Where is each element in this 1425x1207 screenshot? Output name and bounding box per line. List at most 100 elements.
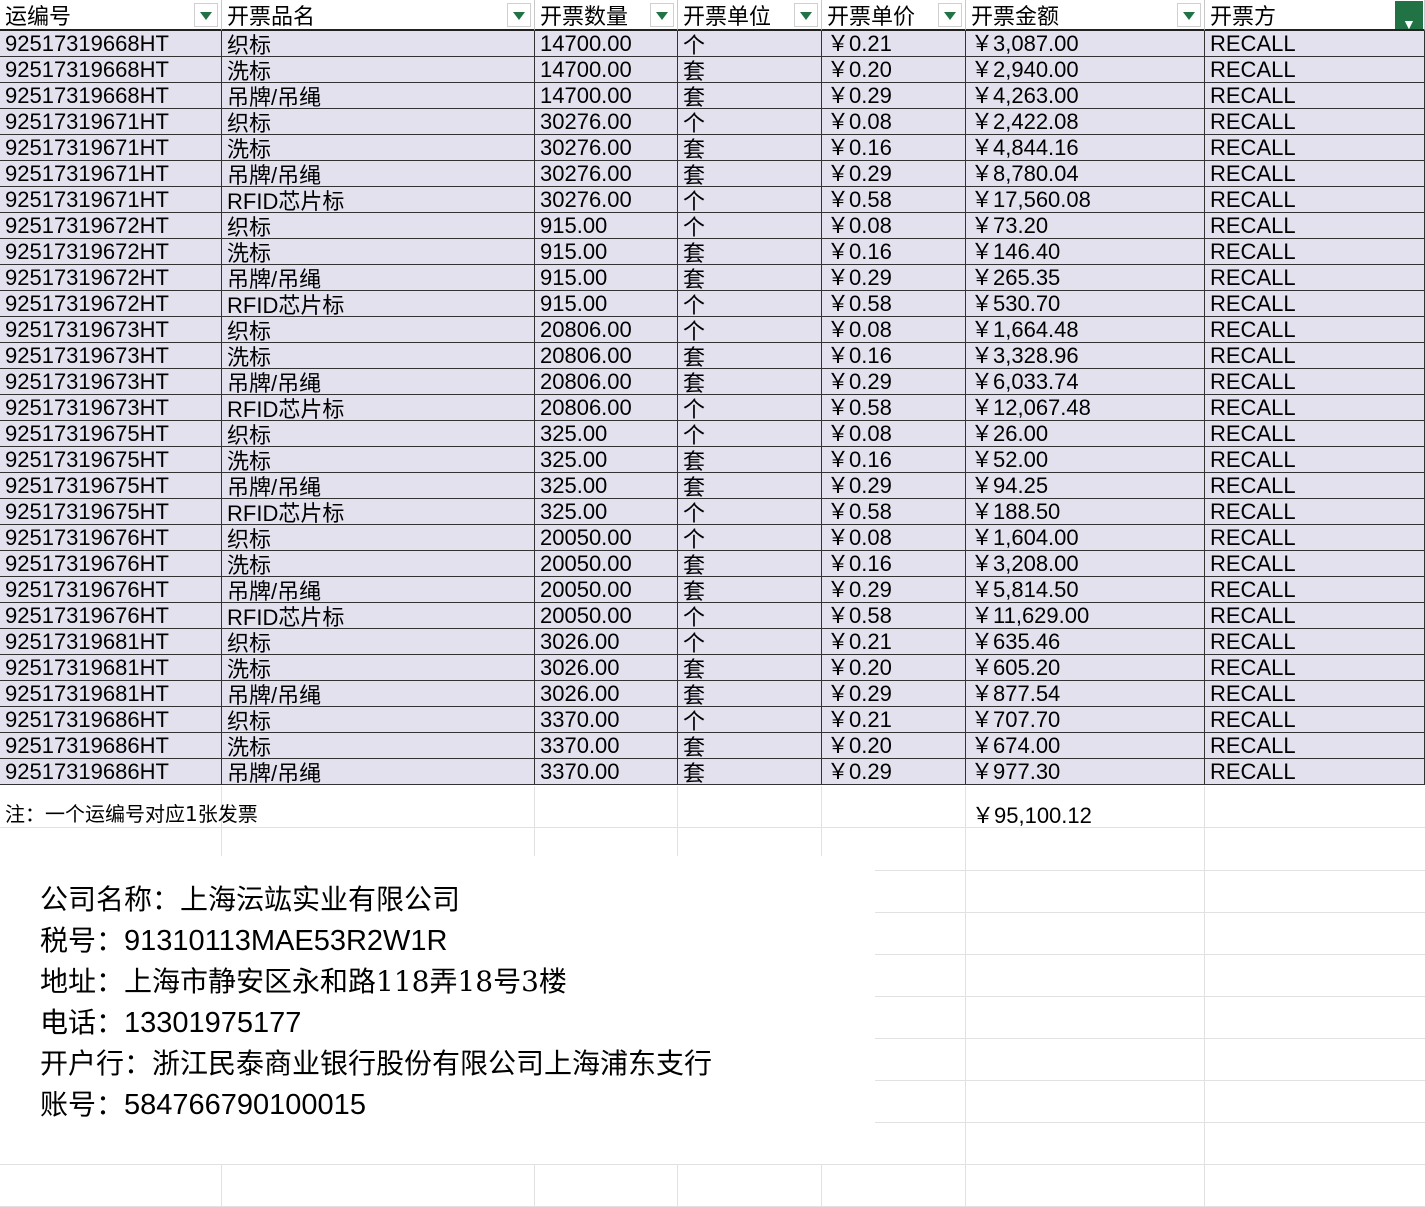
cell-quantity[interactable]: 14700.00 bbox=[535, 57, 678, 83]
cell-product-name[interactable]: 织标 bbox=[222, 629, 535, 655]
cell-unit[interactable]: 个 bbox=[678, 317, 822, 343]
cell-product-name[interactable]: 洗标 bbox=[222, 447, 535, 473]
cell-unit-price[interactable]: ￥0.58 bbox=[822, 603, 966, 629]
cell-shipment-no[interactable]: 92517319673HT bbox=[0, 395, 222, 421]
cell-product-name[interactable]: 吊牌/吊绳 bbox=[222, 473, 535, 499]
cell-amount[interactable]: ￥3,208.00 bbox=[966, 551, 1205, 577]
cell-amount[interactable]: ￥26.00 bbox=[966, 421, 1205, 447]
total-amount-cell[interactable]: ￥95,100.12 bbox=[972, 803, 1092, 828]
cell-unit-price[interactable]: ￥0.16 bbox=[822, 551, 966, 577]
cell-quantity[interactable]: 20806.00 bbox=[535, 317, 678, 343]
cell-shipment-no[interactable]: 92517319686HT bbox=[0, 707, 222, 733]
cell-unit-price[interactable]: ￥0.16 bbox=[822, 239, 966, 265]
cell-amount[interactable]: ￥635.46 bbox=[966, 629, 1205, 655]
cell-shipment-no[interactable]: 92517319668HT bbox=[0, 31, 222, 57]
cell-product-name[interactable]: 吊牌/吊绳 bbox=[222, 161, 535, 187]
cell-shipment-no[interactable]: 92517319675HT bbox=[0, 447, 222, 473]
cell-issuer[interactable]: RECALL bbox=[1205, 681, 1425, 707]
cell-unit[interactable]: 个 bbox=[678, 109, 822, 135]
cell-shipment-no[interactable]: 92517319686HT bbox=[0, 733, 222, 759]
cell-unit[interactable]: 个 bbox=[678, 31, 822, 57]
cell-amount[interactable]: ￥11,629.00 bbox=[966, 603, 1205, 629]
filter-dropdown-icon[interactable] bbox=[938, 3, 962, 27]
cell-unit[interactable]: 套 bbox=[678, 733, 822, 759]
cell-quantity[interactable]: 14700.00 bbox=[535, 31, 678, 57]
cell-unit-price[interactable]: ￥0.29 bbox=[822, 161, 966, 187]
cell-amount[interactable]: ￥674.00 bbox=[966, 733, 1205, 759]
cell-product-name[interactable]: 洗标 bbox=[222, 551, 535, 577]
cell-quantity[interactable]: 915.00 bbox=[535, 213, 678, 239]
cell-unit[interactable]: 套 bbox=[678, 83, 822, 109]
cell-issuer[interactable]: RECALL bbox=[1205, 603, 1425, 629]
cell-quantity[interactable]: 3026.00 bbox=[535, 681, 678, 707]
cell-quantity[interactable]: 20050.00 bbox=[535, 577, 678, 603]
column-header-product-name[interactable]: 开票品名 bbox=[222, 0, 535, 31]
cell-shipment-no[interactable]: 92517319681HT bbox=[0, 629, 222, 655]
cell-unit-price[interactable]: ￥0.58 bbox=[822, 291, 966, 317]
cell-issuer[interactable]: RECALL bbox=[1205, 395, 1425, 421]
cell-amount[interactable]: ￥17,560.08 bbox=[966, 187, 1205, 213]
cell-quantity[interactable]: 3026.00 bbox=[535, 629, 678, 655]
cell-shipment-no[interactable]: 92517319668HT bbox=[0, 57, 222, 83]
cell-product-name[interactable]: 吊牌/吊绳 bbox=[222, 681, 535, 707]
cell-quantity[interactable]: 3370.00 bbox=[535, 759, 678, 785]
cell-unit[interactable]: 套 bbox=[678, 681, 822, 707]
cell-issuer[interactable]: RECALL bbox=[1205, 31, 1425, 57]
cell-quantity[interactable]: 30276.00 bbox=[535, 161, 678, 187]
cell-product-name[interactable]: 织标 bbox=[222, 421, 535, 447]
cell-shipment-no[interactable]: 92517319676HT bbox=[0, 577, 222, 603]
cell-unit[interactable]: 套 bbox=[678, 369, 822, 395]
cell-quantity[interactable]: 325.00 bbox=[535, 473, 678, 499]
cell-shipment-no[interactable]: 92517319668HT bbox=[0, 83, 222, 109]
cell-amount[interactable]: ￥4,844.16 bbox=[966, 135, 1205, 161]
cell-issuer[interactable]: RECALL bbox=[1205, 213, 1425, 239]
filter-dropdown-icon[interactable] bbox=[507, 3, 531, 27]
column-header-quantity[interactable]: 开票数量 bbox=[535, 0, 678, 31]
cell-issuer[interactable]: RECALL bbox=[1205, 629, 1425, 655]
cell-issuer[interactable]: RECALL bbox=[1205, 343, 1425, 369]
cell-unit-price[interactable]: ￥0.29 bbox=[822, 265, 966, 291]
cell-issuer[interactable]: RECALL bbox=[1205, 551, 1425, 577]
filter-active-icon[interactable]: ▼ bbox=[1395, 1, 1423, 29]
company-info-box[interactable]: 公司名称：上海沄竑实业有限公司 税号：91310113MAE53R2W1R 地址… bbox=[0, 856, 875, 1164]
cell-amount[interactable]: ￥146.40 bbox=[966, 239, 1205, 265]
cell-shipment-no[interactable]: 92517319676HT bbox=[0, 551, 222, 577]
cell-amount[interactable]: ￥1,604.00 bbox=[966, 525, 1205, 551]
cell-amount[interactable]: ￥265.35 bbox=[966, 265, 1205, 291]
cell-shipment-no[interactable]: 92517319671HT bbox=[0, 161, 222, 187]
cell-amount[interactable]: ￥12,067.48 bbox=[966, 395, 1205, 421]
cell-shipment-no[interactable]: 92517319681HT bbox=[0, 681, 222, 707]
cell-issuer[interactable]: RECALL bbox=[1205, 759, 1425, 785]
cell-unit-price[interactable]: ￥0.08 bbox=[822, 317, 966, 343]
cell-amount[interactable]: ￥605.20 bbox=[966, 655, 1205, 681]
cell-shipment-no[interactable]: 92517319671HT bbox=[0, 187, 222, 213]
cell-unit-price[interactable]: ￥0.29 bbox=[822, 759, 966, 785]
column-header-issuer[interactable]: 开票方 ▼ bbox=[1205, 0, 1425, 31]
cell-quantity[interactable]: 30276.00 bbox=[535, 187, 678, 213]
cell-unit[interactable]: 套 bbox=[678, 135, 822, 161]
cell-unit[interactable]: 套 bbox=[678, 447, 822, 473]
cell-amount[interactable]: ￥1,664.48 bbox=[966, 317, 1205, 343]
cell-issuer[interactable]: RECALL bbox=[1205, 733, 1425, 759]
cell-unit-price[interactable]: ￥0.08 bbox=[822, 525, 966, 551]
cell-unit[interactable]: 套 bbox=[678, 265, 822, 291]
cell-amount[interactable]: ￥5,814.50 bbox=[966, 577, 1205, 603]
cell-quantity[interactable]: 20806.00 bbox=[535, 395, 678, 421]
cell-unit-price[interactable]: ￥0.29 bbox=[822, 83, 966, 109]
cell-amount[interactable]: ￥73.20 bbox=[966, 213, 1205, 239]
cell-quantity[interactable]: 915.00 bbox=[535, 239, 678, 265]
cell-amount[interactable]: ￥4,263.00 bbox=[966, 83, 1205, 109]
cell-quantity[interactable]: 14700.00 bbox=[535, 83, 678, 109]
cell-amount[interactable]: ￥2,940.00 bbox=[966, 57, 1205, 83]
cell-issuer[interactable]: RECALL bbox=[1205, 499, 1425, 525]
cell-unit[interactable]: 套 bbox=[678, 551, 822, 577]
filter-dropdown-icon[interactable] bbox=[194, 3, 218, 27]
cell-unit-price[interactable]: ￥0.21 bbox=[822, 629, 966, 655]
cell-amount[interactable]: ￥530.70 bbox=[966, 291, 1205, 317]
cell-issuer[interactable]: RECALL bbox=[1205, 317, 1425, 343]
cell-product-name[interactable]: 洗标 bbox=[222, 57, 535, 83]
cell-product-name[interactable]: 吊牌/吊绳 bbox=[222, 265, 535, 291]
cell-unit-price[interactable]: ￥0.29 bbox=[822, 577, 966, 603]
cell-shipment-no[interactable]: 92517319686HT bbox=[0, 759, 222, 785]
cell-unit-price[interactable]: ￥0.21 bbox=[822, 707, 966, 733]
